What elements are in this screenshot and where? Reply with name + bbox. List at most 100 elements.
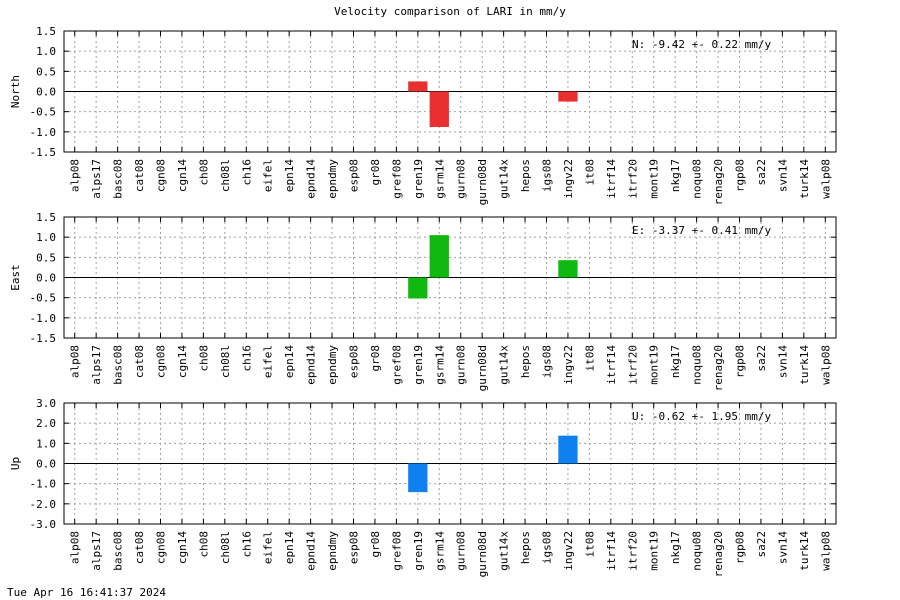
bar-gren19 <box>408 81 428 92</box>
x-tick-label: noqu08 <box>691 345 704 385</box>
x-tick-label: hepos <box>519 531 532 564</box>
x-tick-label: ch08l <box>219 159 232 192</box>
x-tick-label: epndmy <box>326 531 339 571</box>
y-tick-label: -1.5 <box>30 332 57 345</box>
plot-frame <box>63 216 837 339</box>
x-tick-label: gref08 <box>390 159 403 199</box>
y-tick-label: 1.5 <box>36 25 56 38</box>
x-tick-label: esp08 <box>348 531 361 564</box>
x-tick-label: gurn08d <box>476 159 489 205</box>
bar-ingv22 <box>558 91 578 102</box>
y-tick-label: 1.0 <box>36 231 56 244</box>
y-tick-label: 1.5 <box>36 211 56 224</box>
x-tick-label: epn14 <box>283 531 296 564</box>
y-axis-label: East <box>9 264 22 291</box>
x-tick-label: cgn08 <box>155 345 168 378</box>
x-tick-label: sa22 <box>755 531 768 558</box>
x-tick-label: itrf14 <box>605 531 618 571</box>
x-tick-label: gren19 <box>412 531 425 571</box>
x-tick-label: itrf20 <box>626 531 639 571</box>
x-tick-label: alp08 <box>69 345 82 378</box>
x-tick-label: alps17 <box>90 345 103 385</box>
x-tick-label: esp08 <box>348 345 361 378</box>
summary-annotation: U: -0.62 +- 1.95 mm/y <box>632 410 771 423</box>
x-tick-label: igs08 <box>541 159 554 192</box>
x-tick-label: gren19 <box>412 159 425 199</box>
x-tick-label: esp08 <box>348 159 361 192</box>
y-tick-label: 3.0 <box>36 397 56 410</box>
x-tick-label: itrf20 <box>626 345 639 385</box>
x-tick-label: svn14 <box>776 345 789 378</box>
x-tick-label: noqu08 <box>691 531 704 571</box>
x-tick-label: gurn08d <box>476 531 489 577</box>
x-tick-label: itrf14 <box>605 159 618 199</box>
x-tick-label: cgn14 <box>176 531 189 564</box>
x-tick-label: basc08 <box>112 159 125 199</box>
x-tick-label: gut14x <box>498 531 511 571</box>
x-tick-label: ch16 <box>240 345 253 372</box>
x-tick-label: gr08 <box>369 159 382 186</box>
x-tick-label: basc08 <box>112 531 125 571</box>
x-tick-label: hepos <box>519 159 532 192</box>
x-tick-label: gurn08 <box>455 159 468 199</box>
x-tick-label: ingv22 <box>562 159 575 199</box>
x-tick-label: ch08 <box>197 345 210 372</box>
x-tick-label: nkg17 <box>669 345 682 378</box>
y-tick-label: -0.5 <box>30 292 57 305</box>
bar-gren19 <box>408 463 428 493</box>
x-tick-label: rgp08 <box>734 531 747 564</box>
x-tick-label: eifel <box>262 531 275 564</box>
x-tick-label: gref08 <box>390 531 403 571</box>
x-tick-label: alps17 <box>90 531 103 571</box>
summary-annotation: N: -9.42 +- 0.22 mm/y <box>632 38 771 51</box>
x-tick-label: igs08 <box>541 531 554 564</box>
y-tick-label: -1.5 <box>30 146 57 159</box>
x-tick-label: alps17 <box>90 159 103 199</box>
x-tick-label: renag20 <box>712 345 725 391</box>
y-tick-label: 0.5 <box>36 251 56 264</box>
timestamp-footer: Tue Apr 16 16:41:37 2024 <box>7 586 166 599</box>
bar-gsrm14 <box>429 235 449 278</box>
x-tick-label: cat08 <box>133 159 146 192</box>
x-tick-label: itrf14 <box>605 345 618 385</box>
x-tick-label: gut14x <box>498 345 511 385</box>
x-tick-label: noqu08 <box>691 159 704 199</box>
x-tick-label: epn14 <box>283 345 296 378</box>
x-tick-label: rgp08 <box>734 159 747 192</box>
x-tick-label: cgn14 <box>176 345 189 378</box>
x-tick-label: walp08 <box>819 531 832 571</box>
y-tick-label: -1.0 <box>30 478 57 491</box>
x-tick-label: cgn08 <box>155 159 168 192</box>
x-tick-label: it08 <box>583 345 596 372</box>
x-tick-label: hepos <box>519 345 532 378</box>
x-tick-label: it08 <box>583 159 596 186</box>
y-tick-label: 0.5 <box>36 65 56 78</box>
x-tick-label: ingv22 <box>562 531 575 571</box>
x-tick-label: igs08 <box>541 345 554 378</box>
x-tick-label: svn14 <box>776 531 789 564</box>
y-tick-label: 0.0 <box>36 458 56 471</box>
x-tick-label: gr08 <box>369 531 382 558</box>
x-tick-label: sa22 <box>755 345 768 372</box>
x-tick-label: epndmy <box>326 345 339 385</box>
y-tick-label: -1.0 <box>30 126 57 139</box>
x-tick-label: gr08 <box>369 345 382 372</box>
x-tick-label: ch08 <box>197 531 210 558</box>
plot-frame <box>63 402 837 525</box>
chart-title: Velocity comparison of LARI in mm/y <box>334 5 566 18</box>
x-tick-label: mont19 <box>648 345 661 385</box>
plot-frame <box>63 30 837 153</box>
x-tick-label: ch08l <box>219 531 232 564</box>
x-tick-label: cat08 <box>133 345 146 378</box>
x-tick-label: alp08 <box>69 531 82 564</box>
y-tick-label: -0.5 <box>30 106 57 119</box>
x-tick-label: gren19 <box>412 345 425 385</box>
bar-gsrm14 <box>429 91 449 127</box>
x-tick-label: epnd14 <box>305 159 318 199</box>
x-tick-label: epn14 <box>283 159 296 192</box>
x-tick-label: epnd14 <box>305 345 318 385</box>
x-tick-label: ingv22 <box>562 345 575 385</box>
y-tick-label: 0.0 <box>36 86 56 99</box>
x-tick-label: renag20 <box>712 531 725 577</box>
